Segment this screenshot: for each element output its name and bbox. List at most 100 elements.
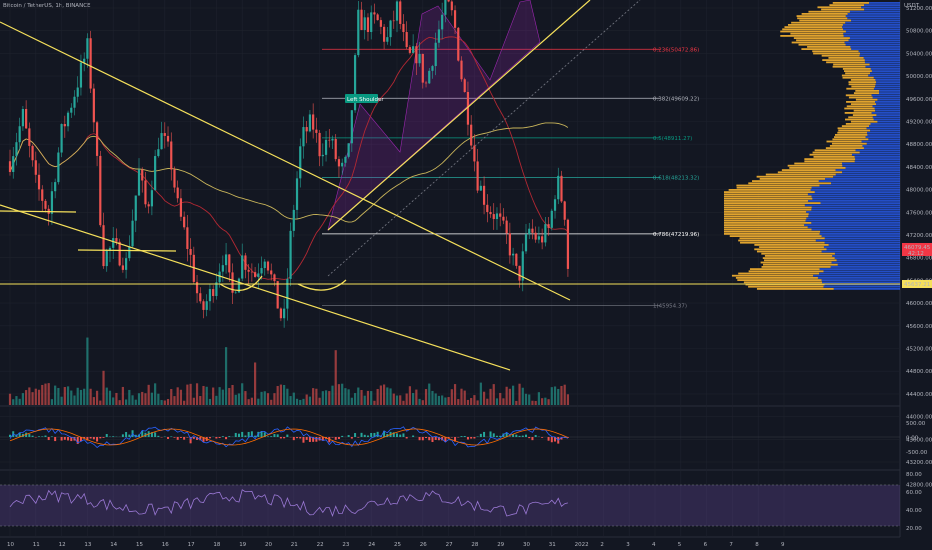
volume-profile-bar: [844, 107, 875, 110]
volume-bar: [450, 389, 453, 405]
volume-profile-bar: [852, 114, 877, 116]
candle-body: [254, 272, 257, 277]
volume-profile-bar: [871, 112, 900, 114]
time-axis[interactable]: 10 11 12 13 14 15 16 17 18 19 20 21 22 23 24 25 26 27 28 29…: [7, 542, 785, 548]
candle-body: [512, 253, 515, 256]
volume-profile-bar: [821, 250, 900, 253]
descending-resistance-line[interactable]: [0, 21, 571, 301]
parallel-channel-line[interactable]: [327, 0, 641, 277]
volume-profile-bar: [843, 32, 900, 35]
candle-body: [395, 1, 399, 21]
macd-histogram-bar: [54, 437, 57, 442]
candle-body: [495, 213, 499, 220]
macd-histogram-bar: [199, 437, 202, 441]
volume-profile-bar: [826, 248, 900, 251]
volume-profile-bar: [850, 103, 877, 105]
macd-histogram-bar: [354, 433, 357, 437]
volume-bar: [560, 385, 563, 405]
macd-histogram-bar: [141, 430, 144, 437]
price-tick-label: 48400.00: [906, 165, 932, 171]
volume-bar: [315, 388, 318, 405]
volume-profile-bar: [748, 182, 832, 185]
volume-bar: [486, 398, 489, 405]
fib-level-label: 0.382(49609.22): [653, 96, 699, 102]
price-tick-label: 48000.00: [906, 188, 932, 194]
rsi-axis: 80.00 60.00 40.00 20.00: [906, 472, 922, 532]
volume-bar: [215, 395, 218, 405]
harmonic-pattern[interactable]: [327, 0, 541, 231]
horizontal-level-2[interactable]: [77, 249, 177, 252]
candle-body: [292, 209, 295, 231]
volume-profile-bar: [842, 164, 900, 167]
volume-profile-bar: [797, 17, 848, 20]
candle-body: [308, 114, 312, 132]
candle-body: [137, 169, 141, 196]
pattern-label-box[interactable]: [345, 94, 378, 103]
volume-profile-bar: [812, 50, 859, 53]
volume-bar: [444, 397, 447, 405]
candle-body: [228, 254, 231, 273]
trendlines[interactable]: [0, 0, 900, 371]
volume-profile-bar: [832, 255, 900, 257]
volume-profile: [724, 2, 900, 290]
fibonacci-retracement[interactable]: 0.236(50472.86) 0.382(49609.22) 0.5(48911.…: [322, 47, 699, 310]
macd-histogram-bar: [244, 435, 247, 437]
volume-profile-bar: [760, 261, 832, 264]
volume-bar: [118, 400, 121, 405]
candle-body: [392, 20, 395, 22]
volume-bar: [350, 397, 353, 405]
volume-bar: [512, 385, 515, 405]
volume-bar: [134, 399, 137, 405]
macd-histogram-bar: [550, 437, 553, 443]
double-bottom-curve-1[interactable]: [219, 275, 263, 292]
double-bottom-curve-2[interactable]: [297, 279, 347, 291]
volume-profile-bar: [855, 98, 878, 101]
candle-body: [402, 23, 405, 33]
volume-bar: [31, 392, 34, 405]
volume-profile-bar: [793, 37, 850, 39]
macd-histogram-bar: [399, 434, 402, 437]
volume-profile-bar: [826, 140, 862, 143]
time-tick-label: 28: [471, 542, 478, 548]
volume-profile-bar: [756, 175, 834, 178]
time-tick-label: 6: [704, 542, 708, 548]
volume-profile-bar: [870, 129, 900, 132]
volume-bar: [54, 385, 57, 405]
volume-profile-bar: [806, 217, 900, 220]
volume-profile-bar: [798, 43, 846, 46]
volume-profile-bar: [822, 281, 900, 284]
candle-body: [118, 241, 121, 266]
volume-profile-bar: [837, 131, 868, 134]
volume-bar: [173, 396, 176, 405]
price-tick-label: 48800.00: [906, 142, 932, 148]
macd-histogram-bar: [234, 432, 237, 437]
macd-indicator: [0, 426, 900, 449]
volume-bar: [412, 393, 415, 405]
candle-body: [357, 9, 360, 56]
ascending-trendline[interactable]: [327, 0, 591, 231]
horizontal-level-1[interactable]: [0, 210, 77, 213]
price-axis[interactable]: 51200.00 50800.00 50400.00 50000.00 49600.00…: [906, 6, 932, 489]
volume-profile-bar: [826, 61, 865, 64]
volume-profile-bar: [821, 8, 865, 11]
volume-profile-bar: [825, 147, 864, 149]
volume-profile-bar: [862, 145, 900, 147]
macd-histogram-bar: [196, 437, 199, 440]
candle-body: [399, 1, 402, 24]
volume-profile-bar: [814, 149, 856, 152]
macd-histogram-bar: [215, 437, 218, 439]
candle-body: [463, 79, 466, 92]
candle-body: [431, 66, 434, 71]
volume-bar: [221, 389, 224, 405]
candle-body: [18, 126, 21, 143]
volume-bar: [415, 389, 418, 405]
candle-body: [466, 91, 470, 125]
candle-body: [112, 238, 115, 248]
volume-profile-bar: [804, 158, 856, 160]
candle-body: [518, 265, 521, 281]
descending-support-line[interactable]: [0, 204, 511, 371]
time-tick-label: 2: [600, 542, 604, 548]
volume-bar: [102, 370, 105, 405]
volume-bar: [402, 400, 405, 405]
